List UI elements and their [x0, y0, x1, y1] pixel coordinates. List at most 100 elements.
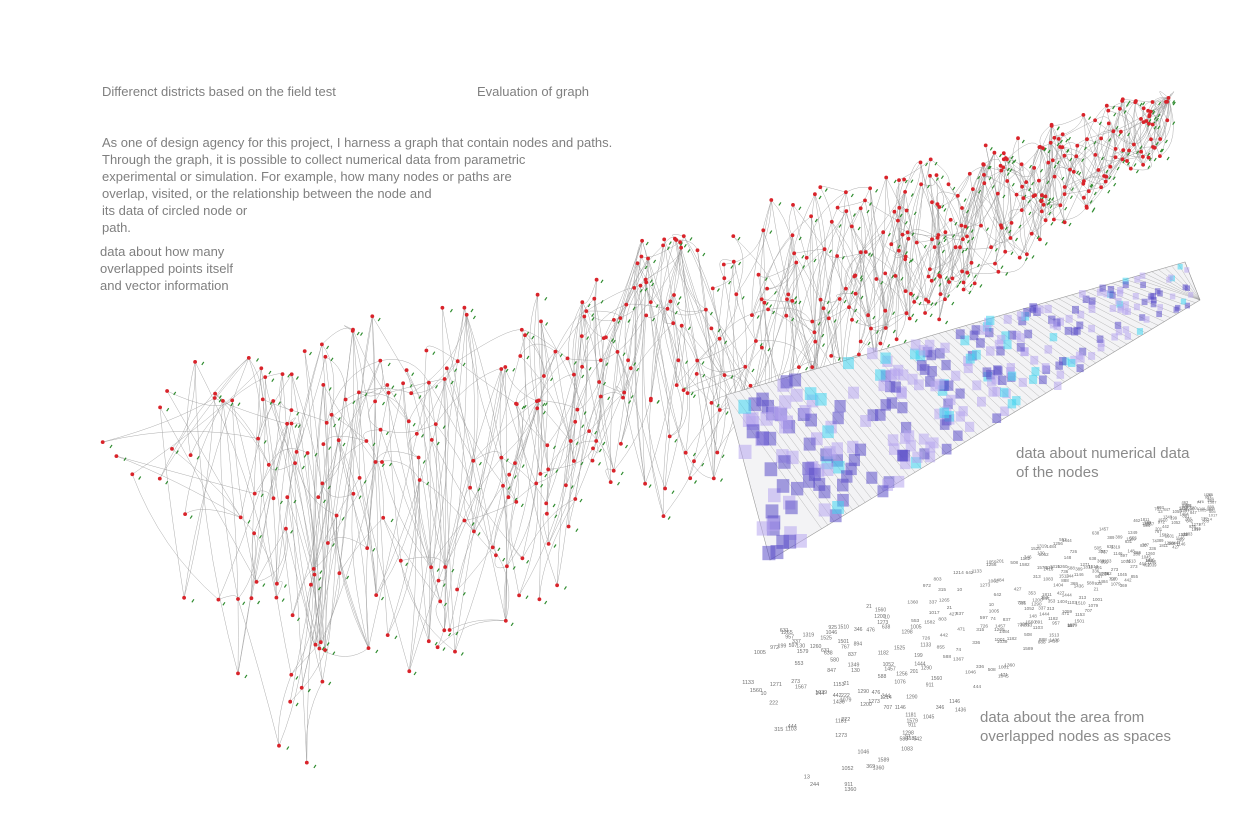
graph-path	[540, 321, 590, 432]
node-number-label: 1513	[1126, 558, 1136, 563]
graph-node	[1148, 109, 1153, 114]
graph-path	[1086, 138, 1132, 169]
vector-mark	[602, 441, 606, 446]
node-number-label: 1290	[921, 666, 932, 672]
graph-path	[940, 271, 963, 295]
graph-path	[1006, 142, 1040, 160]
graph-node	[926, 299, 931, 304]
graph-path	[529, 294, 538, 409]
graph-path	[565, 302, 583, 486]
node-number-label: 1457	[1099, 526, 1109, 531]
graph-node	[960, 269, 964, 274]
mesh-cell	[986, 369, 995, 380]
graph-path	[547, 430, 590, 470]
graph-node	[1149, 137, 1153, 142]
vector-mark	[923, 244, 927, 249]
graph-node	[580, 364, 584, 369]
node-number-label: 1589	[878, 757, 890, 763]
node-number-label: 588	[1087, 580, 1095, 585]
vector-mark	[1076, 170, 1080, 175]
graph-node	[409, 391, 414, 396]
graph-node	[822, 247, 827, 252]
graph-path	[788, 249, 825, 295]
vector-mark	[966, 209, 969, 214]
graph-node	[688, 476, 693, 481]
mesh-cell	[762, 545, 776, 561]
mesh-cell	[804, 387, 817, 400]
graph-path	[1064, 187, 1102, 195]
node-number-label: 389	[1115, 534, 1123, 539]
graph-node	[926, 274, 931, 279]
vector-mark	[968, 290, 972, 295]
vector-mark	[935, 177, 939, 182]
graph-node	[490, 545, 495, 550]
vector-mark	[1031, 255, 1035, 259]
vector-mark	[944, 275, 948, 280]
vector-mark	[730, 265, 734, 269]
graph-node	[791, 203, 795, 207]
vector-mark	[390, 518, 394, 523]
graph-path	[1062, 134, 1073, 170]
graph-node	[443, 565, 448, 569]
graph-node	[1117, 106, 1122, 111]
graph-node	[661, 243, 665, 248]
graph-node	[537, 398, 541, 403]
graph-node	[183, 512, 188, 516]
mesh-cell	[1175, 304, 1181, 311]
graph-path	[814, 192, 847, 333]
graph-path	[1094, 116, 1114, 132]
node-number-label: 74	[1152, 539, 1157, 544]
graph-node	[398, 558, 403, 563]
graph-node	[835, 254, 839, 258]
graph-path	[449, 619, 506, 631]
graph-path	[881, 275, 896, 311]
node-number-label: 767	[841, 645, 850, 651]
node-number-label: 803	[934, 577, 942, 583]
graph-node	[1084, 206, 1089, 210]
graph-path	[759, 199, 772, 348]
vector-mark	[570, 485, 574, 489]
graph-path	[945, 232, 953, 279]
vector-mark	[652, 317, 655, 322]
graph-node	[1033, 193, 1037, 198]
graph-node	[1060, 132, 1065, 137]
node-number-label: 10	[957, 587, 963, 593]
graph-node	[320, 481, 325, 486]
graph-path	[1097, 105, 1108, 177]
graph-node	[1158, 137, 1163, 141]
graph-path	[555, 310, 587, 352]
graph-node	[639, 254, 644, 259]
mesh-cell	[783, 534, 797, 549]
vector-mark	[991, 185, 995, 189]
graph-node	[506, 495, 511, 500]
node-number-label: 336	[1149, 546, 1157, 551]
mesh-cell	[1007, 371, 1017, 381]
node-number-label: 199	[1170, 516, 1178, 521]
graph-node	[762, 300, 767, 305]
graph-node	[1085, 137, 1089, 142]
node-number-label: 244	[882, 694, 891, 700]
vector-mark	[434, 641, 438, 646]
graph-path	[1026, 146, 1043, 183]
mesh-cell	[866, 471, 878, 484]
node-number-label: 1457	[884, 667, 895, 673]
node-number-label: 642	[1186, 518, 1194, 523]
graph-path	[1050, 142, 1067, 188]
graph-node	[1082, 179, 1086, 184]
graph-path	[388, 378, 445, 394]
node-number-label: 505	[1094, 545, 1102, 550]
graph-node	[1041, 146, 1045, 151]
graph-node	[320, 342, 324, 347]
graph-path	[306, 414, 332, 763]
graph-path	[116, 455, 241, 518]
graph-node	[943, 297, 947, 302]
vector-mark	[1105, 169, 1109, 174]
vector-mark	[600, 279, 604, 284]
graph-path	[593, 279, 600, 383]
vector-mark	[477, 532, 481, 536]
graph-path	[845, 192, 876, 363]
graph-path	[313, 384, 324, 682]
graph-path	[408, 433, 419, 458]
graph-path	[1050, 142, 1088, 208]
graph-node	[965, 270, 970, 275]
